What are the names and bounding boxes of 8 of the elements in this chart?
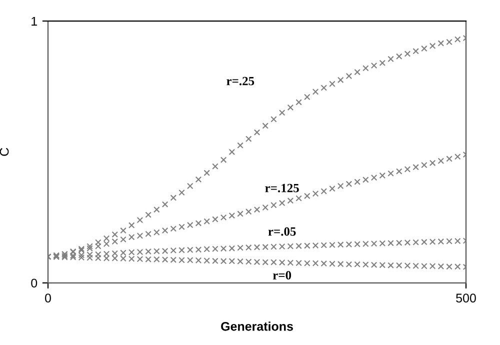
x-axis-title: Generations bbox=[221, 322, 293, 331]
series-label: r=.05 bbox=[268, 227, 296, 236]
series-label: r=.125 bbox=[265, 184, 299, 192]
x-tick-label: 500 bbox=[456, 294, 476, 302]
text: r=.25 bbox=[226, 76, 254, 86]
y-tick-label: 1 bbox=[32, 16, 37, 26]
series-label: r=0 bbox=[272, 271, 292, 280]
y-axis-title: C bbox=[0, 148, 9, 156]
